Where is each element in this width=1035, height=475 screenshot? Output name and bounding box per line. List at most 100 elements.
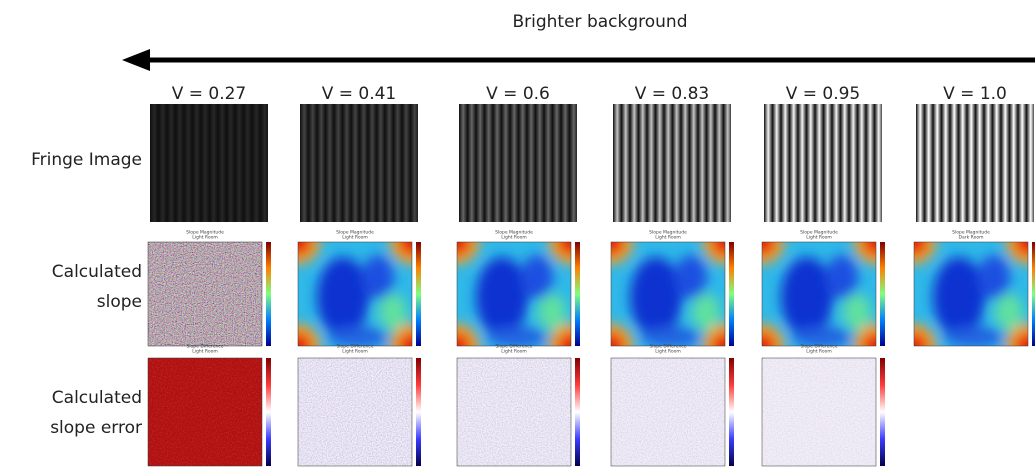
blob	[641, 327, 701, 346]
fringe-image	[916, 104, 1034, 222]
corner-hot	[611, 333, 624, 346]
blob	[317, 257, 369, 337]
plot-title: Slope Magnitude	[800, 230, 838, 236]
corner-hot	[298, 333, 311, 346]
fringe-image	[459, 104, 577, 222]
blob	[476, 257, 528, 337]
column-label: V = 0.95	[786, 84, 861, 104]
plot-frame	[297, 241, 413, 347]
colorbar	[1032, 242, 1035, 346]
blob	[487, 327, 547, 346]
blob	[978, 255, 1010, 299]
corner-hot	[457, 242, 470, 255]
plot-title: Slope Difference	[495, 344, 532, 350]
plot-title: Light Room	[192, 349, 217, 355]
map-blobs	[762, 242, 876, 346]
blob	[538, 294, 566, 330]
plot-title: Light Room	[806, 349, 831, 355]
corner-hot	[298, 242, 311, 255]
plot-title: Slope Magnitude	[952, 230, 990, 236]
colorbar	[575, 358, 580, 466]
blob	[826, 255, 858, 299]
row-label: Calculated	[52, 388, 142, 408]
plot-title: Slope Difference	[649, 344, 686, 350]
fringe-image	[613, 104, 731, 222]
blob	[379, 294, 407, 330]
column-label: V = 1.0	[943, 84, 1007, 104]
corner-hot	[558, 333, 571, 346]
blob	[362, 255, 394, 299]
slope-map	[457, 242, 571, 346]
blob	[792, 327, 852, 346]
column-label: V = 0.83	[635, 84, 710, 104]
corner-hot	[762, 333, 775, 346]
plot-title: Light Room	[342, 349, 367, 355]
plot-frame	[610, 357, 726, 467]
colorbar	[416, 242, 421, 346]
arrow-head	[122, 49, 150, 71]
plot-frame	[456, 241, 572, 347]
error-noise	[148, 358, 262, 466]
colorbar	[880, 242, 885, 346]
colorbar	[575, 242, 580, 346]
plot-title: Light Room	[806, 235, 831, 241]
column-label: V = 0.27	[172, 84, 247, 104]
corner-hot	[558, 242, 571, 255]
plot-title: Light Room	[192, 235, 217, 241]
corner-hot	[1015, 242, 1028, 255]
row-label: Calculated	[52, 262, 142, 282]
plot-frame	[456, 357, 572, 467]
plot-frame	[147, 357, 263, 467]
blob	[521, 255, 553, 299]
blob	[675, 255, 707, 299]
blob	[630, 257, 682, 337]
map-blobs	[914, 242, 1028, 346]
map-blobs	[611, 242, 725, 346]
blob	[781, 257, 833, 337]
slope-map	[298, 242, 412, 346]
slope-map	[762, 242, 876, 346]
corner-hot	[762, 242, 775, 255]
corner-hot	[457, 333, 470, 346]
column-label: V = 0.6	[486, 84, 550, 104]
colorbar	[266, 242, 271, 346]
plot-frame	[761, 241, 877, 347]
blob	[843, 294, 871, 330]
slope-map	[611, 242, 725, 346]
row-label: slope error	[50, 418, 142, 438]
fringe-image	[300, 104, 418, 222]
colorbar	[880, 358, 885, 466]
corner-hot	[1015, 333, 1028, 346]
plot-frame	[761, 357, 877, 467]
blob	[692, 294, 720, 330]
plot-title: Slope Magnitude	[649, 230, 687, 236]
corner-hot	[399, 242, 412, 255]
plot-title: Light Room	[342, 235, 367, 241]
plot-title: Slope Difference	[186, 344, 223, 350]
corner-hot	[712, 242, 725, 255]
plot-title: Light Room	[655, 235, 680, 241]
slope-map	[914, 242, 1028, 346]
plot-frame	[610, 241, 726, 347]
blob	[933, 257, 985, 337]
corner-hot	[399, 333, 412, 346]
corner-hot	[712, 333, 725, 346]
colorbar	[266, 358, 271, 466]
blob	[328, 327, 388, 346]
plot-title: Light Room	[501, 235, 526, 241]
corner-hot	[914, 242, 927, 255]
plot-title: Slope Magnitude	[336, 230, 374, 236]
map-noise	[148, 242, 262, 346]
row-label: Fringe Image	[31, 150, 142, 170]
header-title: Brighter background	[512, 12, 687, 32]
corner-hot	[863, 242, 876, 255]
plot-title: Light Room	[501, 349, 526, 355]
blob	[995, 294, 1023, 330]
plot-frame	[913, 241, 1029, 347]
colorbar	[416, 358, 421, 466]
corner-hot	[914, 333, 927, 346]
blob	[944, 327, 1004, 346]
plot-title: Light Room	[655, 349, 680, 355]
map-blobs	[457, 242, 571, 346]
